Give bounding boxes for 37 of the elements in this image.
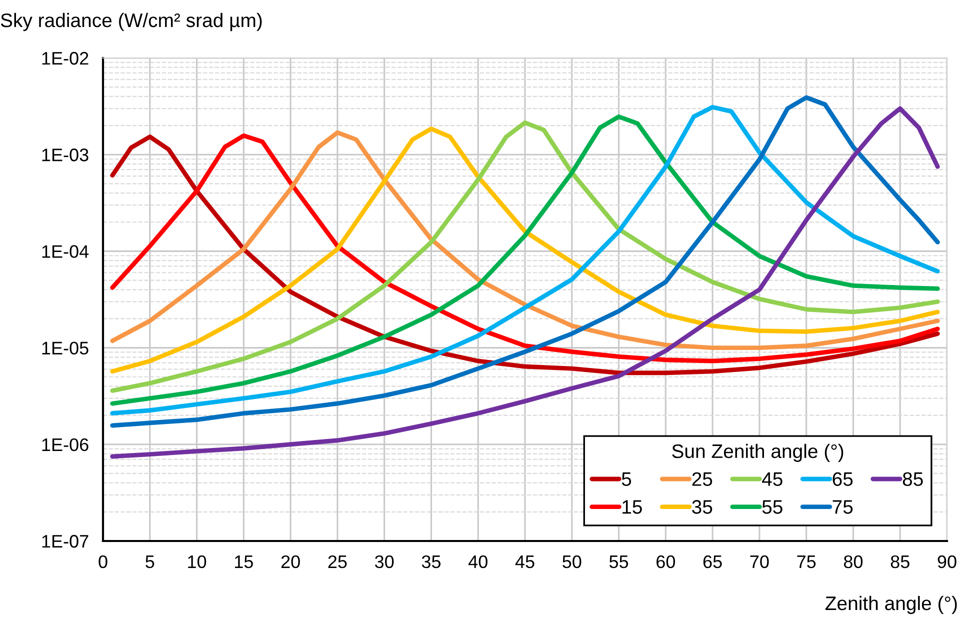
x-tick-label: 10 — [188, 555, 206, 568]
legend-label: 55 — [762, 500, 782, 514]
x-tick-label: 65 — [703, 555, 722, 568]
legend-label: 65 — [832, 472, 853, 486]
x-tick-label: 35 — [422, 555, 441, 568]
x-tick-label: 85 — [890, 555, 910, 568]
y-tick-label: 1E-07 — [42, 534, 88, 548]
x-axis-title: Zenith angle (°) — [825, 596, 957, 614]
x-tick-label: 70 — [750, 555, 769, 568]
x-tick-label: 0 — [98, 555, 108, 568]
x-tick-label: 15 — [235, 556, 253, 568]
x-tick-label: 80 — [844, 555, 863, 568]
x-tick-label: 5 — [146, 556, 154, 568]
x-tick-label: 90 — [938, 555, 956, 568]
y-tick-label: 1E-03 — [42, 148, 88, 162]
x-tick-label: 75 — [797, 556, 816, 568]
x-tick-label: 60 — [656, 555, 676, 568]
x-tick-label: 45 — [515, 556, 534, 568]
x-tick-label: 40 — [468, 555, 488, 568]
x-tick-label: 30 — [374, 555, 394, 568]
legend-label: 25 — [692, 472, 712, 486]
x-tick-label: 50 — [562, 555, 582, 568]
y-tick-label: 1E-02 — [42, 52, 88, 65]
legend-label: 15 — [622, 500, 642, 514]
x-tick-label: 20 — [281, 555, 300, 568]
legend-label: 45 — [762, 472, 782, 486]
x-tick-label: 25 — [328, 555, 347, 568]
y-tick-label: 1E-05 — [42, 342, 88, 355]
x-tick-label: 55 — [609, 556, 628, 568]
y-axis-title: Sky radiance (W/cm² srad µm) — [0, 12, 262, 32]
legend-label: 35 — [692, 500, 712, 514]
legend-label: 75 — [832, 500, 853, 514]
y-tick-label: 1E-06 — [42, 438, 88, 452]
legend-label: 5 — [622, 472, 632, 486]
legend-title: Sun Zenith angle (°) — [672, 444, 844, 462]
legend-label: 85 — [902, 472, 923, 486]
y-tick-label: 1E-04 — [42, 245, 89, 258]
